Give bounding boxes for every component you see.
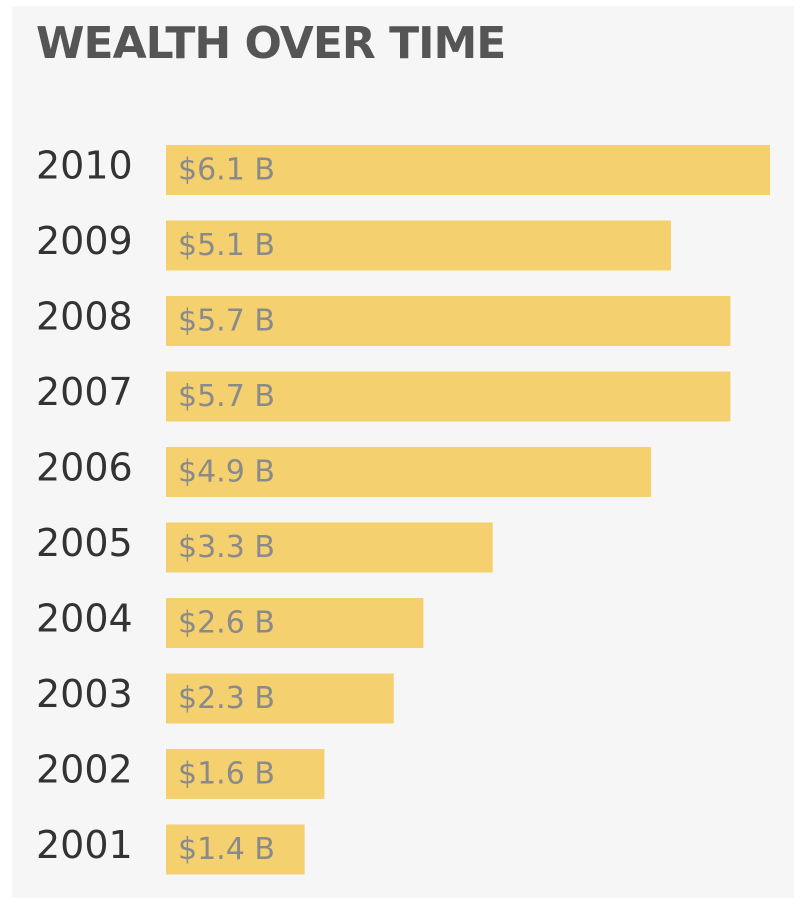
value-label: $3.3 B — [178, 530, 275, 565]
bar — [166, 145, 770, 195]
bar — [166, 749, 325, 799]
value-label: $4.9 B — [178, 455, 275, 490]
bar — [166, 824, 305, 875]
value-label: $1.4 B — [178, 832, 275, 867]
value-label: $1.6 B — [178, 757, 275, 792]
bar — [166, 296, 731, 346]
bar — [166, 673, 394, 724]
bar — [166, 522, 493, 573]
year-label: 2004 — [36, 597, 133, 641]
value-label: $6.1 B — [178, 153, 275, 188]
value-label: $5.7 B — [178, 379, 275, 414]
year-label: 2005 — [36, 521, 133, 565]
year-label: 2007 — [36, 370, 133, 414]
year-label: 2001 — [36, 823, 133, 867]
value-label: $2.3 B — [178, 681, 275, 716]
year-label: 2009 — [36, 219, 133, 263]
bar — [166, 371, 731, 422]
value-label: $5.7 B — [178, 304, 275, 339]
value-label: $5.1 B — [178, 228, 275, 263]
year-label: 2002 — [36, 748, 133, 792]
chart-title: WEALTH OVER TIME — [36, 18, 506, 69]
year-label: 2006 — [36, 446, 133, 490]
bar — [166, 220, 671, 271]
year-label: 2010 — [36, 144, 133, 188]
year-label: 2008 — [36, 295, 133, 339]
bar — [166, 447, 652, 497]
value-label: $2.6 B — [178, 606, 275, 641]
bar — [166, 598, 424, 648]
year-label: 2003 — [36, 672, 133, 716]
